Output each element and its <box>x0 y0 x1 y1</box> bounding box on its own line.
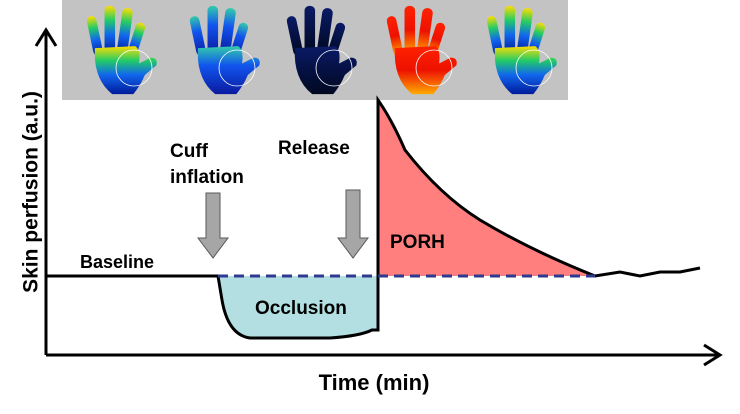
axes <box>34 27 723 367</box>
roi-outlines <box>115 49 553 87</box>
arrows <box>197 189 369 259</box>
annotation: Release <box>278 138 350 159</box>
perfusion-curve <box>46 95 701 340</box>
annotation: Occlusion <box>255 298 347 319</box>
y-axis-label: Skin perfusion (a.u.) <box>20 91 43 293</box>
y-arrowhead <box>34 27 58 47</box>
cuff-arrow <box>197 192 229 259</box>
porh-area <box>378 100 595 276</box>
occlusion-area <box>218 276 378 338</box>
release-arrow <box>337 189 369 259</box>
annotation: PORH <box>390 232 445 253</box>
x-axis-label: Time (min) <box>319 370 430 395</box>
annotation: Cuff <box>170 141 209 162</box>
x-arrowhead <box>703 343 723 367</box>
annotation: inflation <box>170 167 244 188</box>
annotation: Baseline <box>80 252 154 272</box>
thermal-images <box>62 0 568 100</box>
